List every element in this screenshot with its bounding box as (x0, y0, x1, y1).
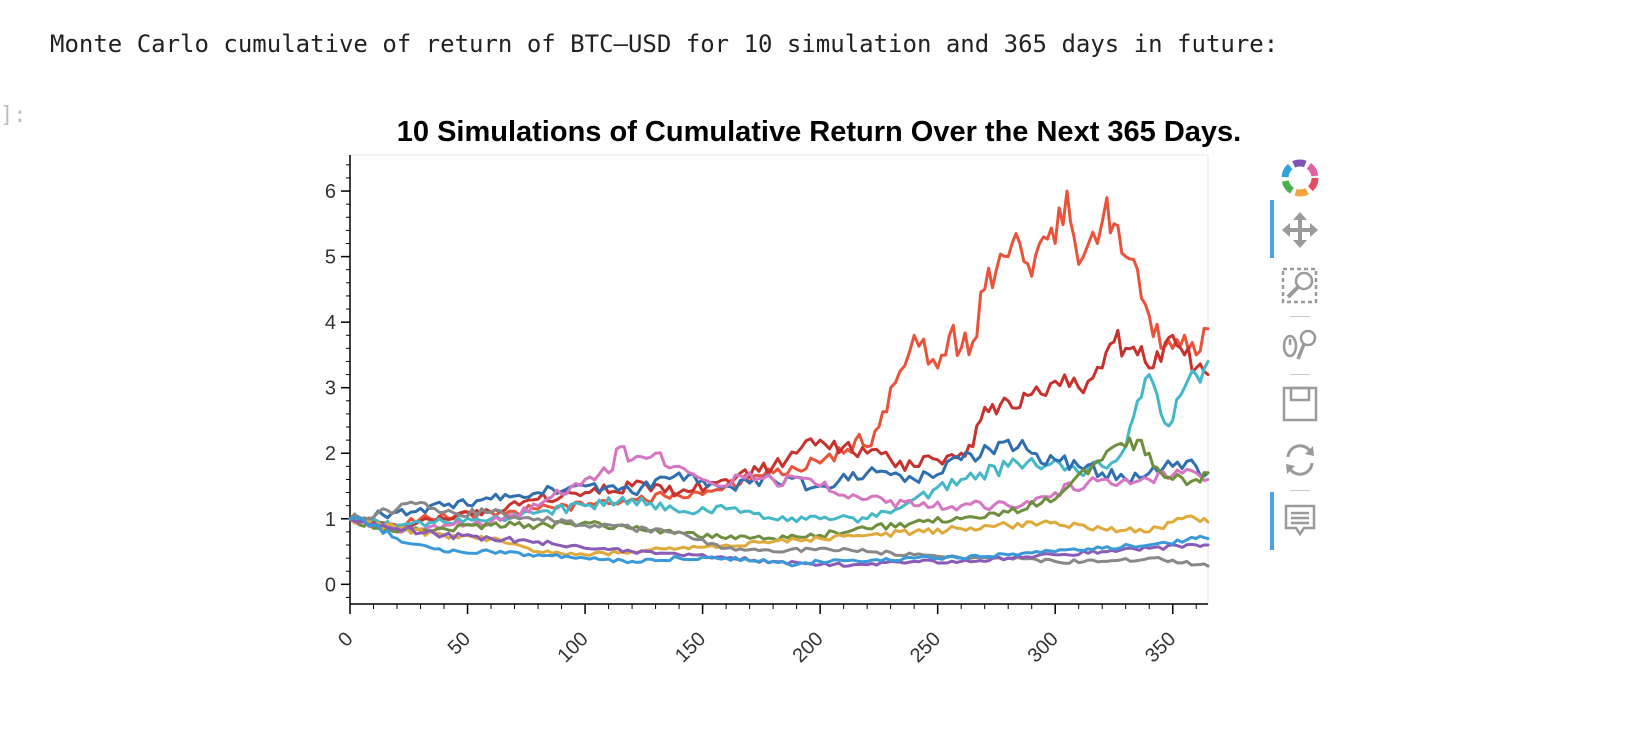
y-tick-label: 6 (325, 181, 336, 203)
x-tick-label: 50 (444, 628, 475, 659)
toolbar-divider (1290, 374, 1310, 375)
series-line-1 (348, 189, 1210, 530)
y-tick-label: 0 (325, 574, 336, 596)
bokeh-logo-icon[interactable] (1278, 156, 1322, 200)
x-tick-label: 300 (1024, 628, 1063, 667)
x-tick-label: 150 (671, 628, 710, 667)
y-tick-label: 1 (325, 509, 336, 531)
save-icon[interactable] (1278, 382, 1322, 426)
x-tick-label: 0 (334, 628, 357, 651)
hover-active-indicator (1270, 492, 1274, 550)
x-tick-label: 200 (789, 628, 828, 667)
toolbar-divider (1290, 490, 1310, 491)
output-text: Monte Carlo cumulative of return of BTC–… (50, 30, 1279, 58)
chart-title: 10 Simulations of Cumulative Return Over… (396, 116, 1242, 148)
y-tick-label: 5 (325, 247, 336, 269)
toolbar-divider (1290, 316, 1310, 317)
y-tick-label: 4 (325, 312, 336, 334)
y-tick-label: 3 (325, 378, 336, 400)
pan-icon[interactable] (1278, 208, 1322, 252)
x-tick-label: 350 (1141, 628, 1180, 667)
series-line-2 (348, 328, 1210, 528)
hover-icon[interactable] (1278, 498, 1322, 542)
series-line-6 (348, 436, 1210, 543)
x-tick-label: 250 (906, 628, 945, 667)
wheel-zoom-icon[interactable] (1278, 322, 1322, 366)
series-line-4 (348, 438, 1210, 523)
series-line-5 (348, 445, 1210, 534)
series-line-10 (348, 516, 1210, 568)
cell-prompt: ]: (0, 103, 27, 128)
x-tick-label: 100 (553, 628, 592, 667)
reset-icon[interactable] (1278, 438, 1322, 482)
chart-toolbar (1270, 156, 1330, 586)
series-line-8 (348, 500, 1210, 568)
box-zoom-icon[interactable] (1278, 264, 1322, 308)
y-tick-label: 2 (325, 443, 336, 465)
pan-active-indicator (1270, 200, 1274, 258)
